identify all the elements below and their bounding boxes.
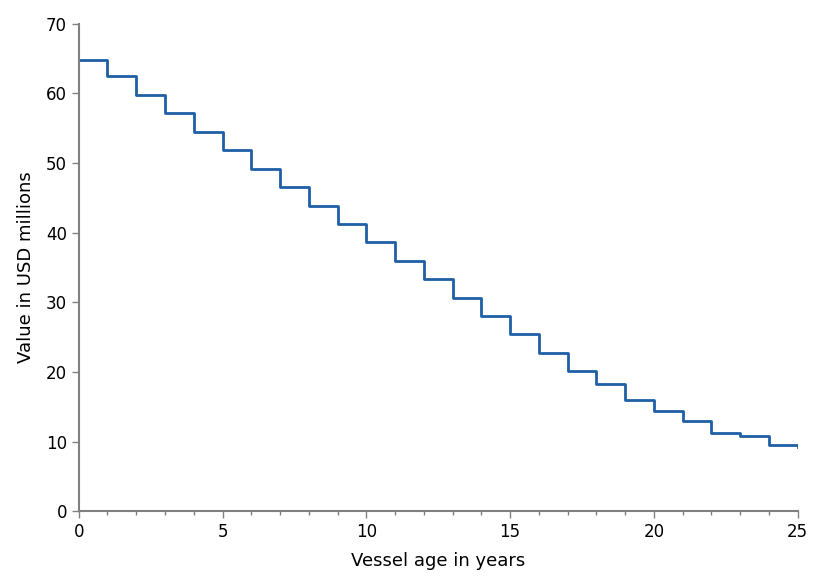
X-axis label: Vessel age in years: Vessel age in years	[351, 552, 526, 571]
Y-axis label: Value in USD millions: Value in USD millions	[16, 171, 35, 363]
